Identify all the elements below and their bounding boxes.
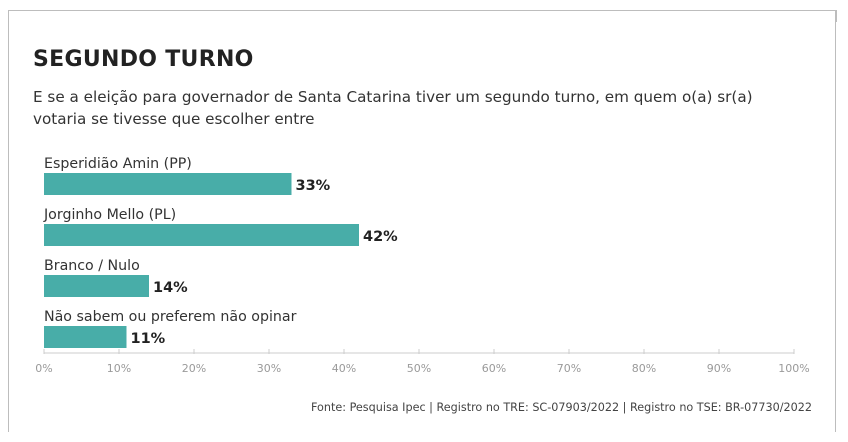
- bar: [44, 224, 359, 246]
- bar: [44, 275, 149, 297]
- category-label: Jorginho Mello (PL): [43, 207, 176, 223]
- value-label: 33%: [296, 178, 331, 194]
- x-tick-label: 40%: [332, 362, 356, 375]
- x-tick-label: 0%: [35, 362, 52, 375]
- x-tick-label: 90%: [707, 362, 731, 375]
- x-tick-label: 50%: [407, 362, 431, 375]
- x-tick-label: 10%: [107, 362, 131, 375]
- x-tick-label: 70%: [557, 362, 581, 375]
- x-tick-label: 60%: [482, 362, 506, 375]
- x-tick-label: 80%: [632, 362, 656, 375]
- frame-corner: [836, 10, 837, 22]
- chart-title: SEGUNDO TURNO: [33, 47, 254, 72]
- x-tick-label: 100%: [778, 362, 809, 375]
- category-label: Esperidião Amin (PP): [44, 156, 192, 172]
- bar: [44, 173, 292, 195]
- category-label: Não sabem ou preferem não opinar: [44, 309, 297, 325]
- x-tick-label: 20%: [182, 362, 206, 375]
- category-label: Branco / Nulo: [44, 258, 140, 274]
- source-note: Fonte: Pesquisa Ipec | Registro no TRE: …: [311, 401, 812, 414]
- value-label: 11%: [131, 331, 166, 347]
- value-label: 14%: [153, 280, 188, 296]
- value-label: 42%: [363, 229, 398, 245]
- chart-frame: [8, 10, 836, 432]
- x-tick-label: 30%: [257, 362, 281, 375]
- bar: [44, 326, 127, 348]
- chart-subtitle: E se a eleição para governador de Santa …: [33, 88, 753, 128]
